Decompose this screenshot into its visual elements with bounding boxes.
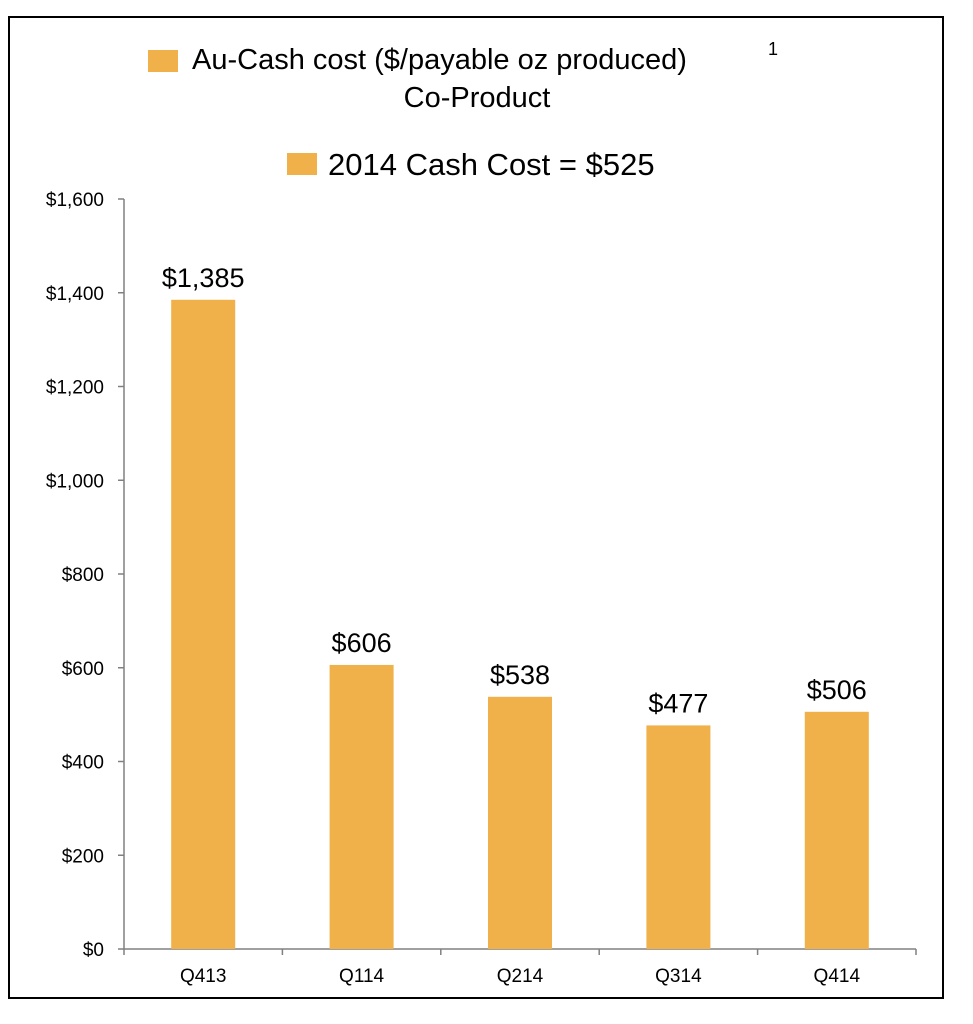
legend-label-2014-cash-cost: 2014 Cash Cost = $525 [328, 147, 655, 182]
data-label-q414: $506 [807, 675, 867, 705]
x-tick-label-q214: Q214 [497, 966, 544, 987]
axes: $0 $200 $400 $600 $800 $1,000 $1,200 $1,400 $1,6… [46, 190, 917, 987]
bar-q214 [488, 696, 552, 949]
y-tick-label: $1,400 [46, 284, 104, 305]
x-tick-label-q413: Q413 [180, 966, 226, 987]
legend: Au-Cash cost ($/payable oz produced) 1 C… [148, 39, 778, 182]
legend-swatch-cash-cost [148, 50, 178, 72]
data-labels: $1,385 $606 $538 $477 $506 [162, 263, 867, 719]
bar-q413 [171, 299, 236, 949]
y-tick-label: $1,600 [46, 190, 104, 211]
data-label-q314: $477 [648, 688, 708, 718]
x-tick-label-q314: Q314 [655, 966, 702, 987]
y-tick-label: $1,200 [46, 378, 104, 399]
y-tick-label: $600 [62, 659, 104, 680]
bar-q114 [329, 664, 394, 949]
bar-q414 [804, 711, 869, 949]
x-tick-label-q114: Q114 [339, 966, 385, 987]
legend-label-co-product: Co-Product [404, 82, 551, 114]
y-tick-label: $200 [62, 846, 104, 867]
data-label-q413: $1,385 [162, 263, 245, 293]
chart-frame [8, 16, 944, 999]
y-tick-label: $1,000 [46, 471, 104, 492]
legend-superscript: 1 [768, 39, 778, 59]
data-label-q214: $538 [490, 660, 550, 690]
bars [171, 299, 869, 949]
legend-swatch-2014-cash-cost [287, 153, 317, 175]
y-tick-label: $400 [62, 753, 104, 774]
data-label-q114: $606 [332, 628, 392, 658]
legend-label-cash-cost: Au-Cash cost ($/payable oz produced) [192, 44, 687, 76]
x-tick-label-q414: Q414 [814, 966, 861, 987]
y-tick-label: $800 [62, 565, 104, 586]
bar-q314 [646, 725, 711, 949]
y-tick-label: $0 [83, 940, 104, 961]
